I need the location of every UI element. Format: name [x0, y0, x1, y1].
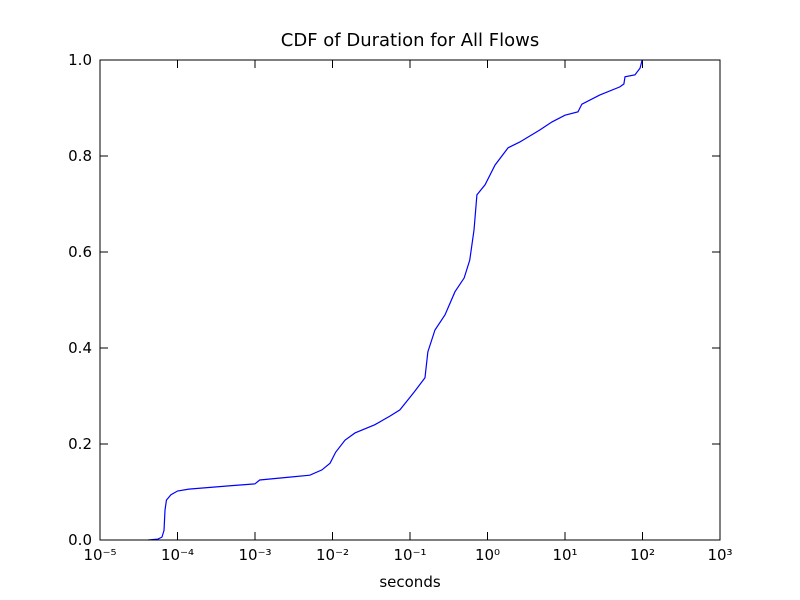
x-tick-label: 10¹	[552, 546, 577, 564]
data-line	[148, 59, 643, 541]
y-tick-label: 0.6	[68, 243, 92, 261]
plot-frame	[99, 59, 721, 541]
chart-title: CDF of Duration for All Flows	[281, 30, 539, 51]
y-tick-label: 1.0	[68, 51, 92, 69]
y-tick-label: 0.8	[68, 147, 92, 165]
x-tick-label: 10⁻²	[316, 546, 349, 564]
y-tick-label: 0.0	[68, 531, 92, 549]
x-tick-label: 10⁻¹	[393, 546, 426, 564]
x-tick-label: 10²	[630, 546, 655, 564]
y-tick-label: 0.2	[68, 435, 92, 453]
x-axis-label: seconds	[379, 573, 440, 591]
x-tick-label: 10⁻⁵	[83, 546, 116, 564]
x-tick-label: 10⁰	[475, 546, 500, 564]
y-tick-label: 0.4	[68, 339, 92, 357]
x-tick-label: 10⁻³	[238, 546, 271, 564]
x-tick-label: 10⁻⁴	[161, 546, 194, 564]
x-tick-label: 10³	[707, 546, 732, 564]
